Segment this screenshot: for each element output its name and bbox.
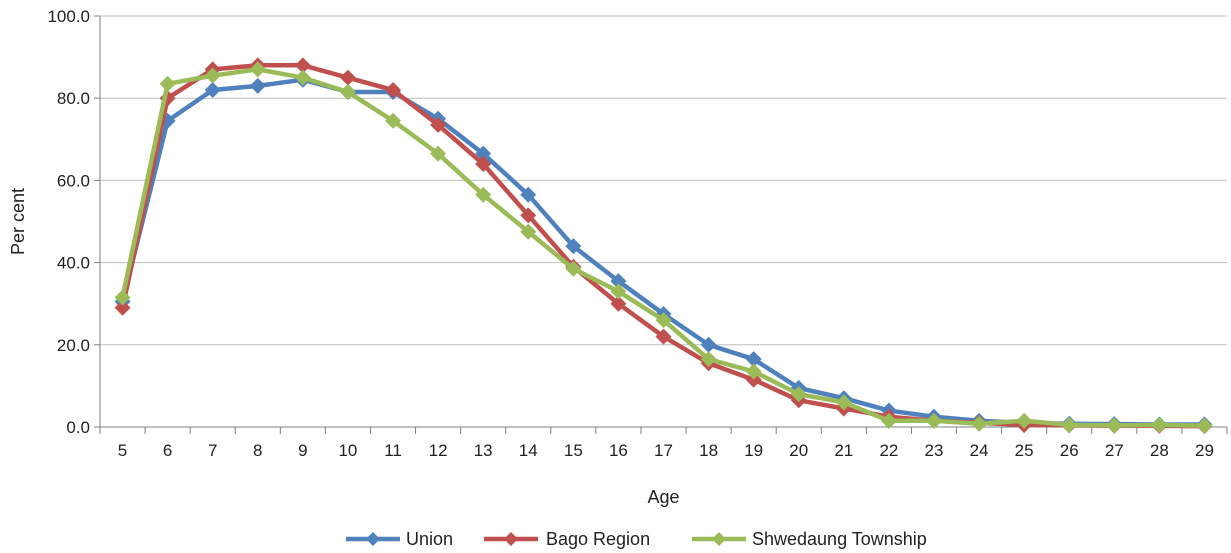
x-tick-label: 22 [879,441,898,460]
axes [94,15,1228,434]
data-point [565,260,582,277]
data-point [790,386,807,403]
data-point [475,155,492,172]
legend-swatch-marker [712,532,726,546]
x-tick-label: 12 [429,441,448,460]
data-point [610,273,627,290]
x-tick-label: 14 [519,441,538,460]
x-tick-label: 11 [384,441,402,460]
y-tick-label: 20.0 [57,336,90,355]
data-point [430,145,447,162]
legend: Union Bago Region Shwedaung Township [346,529,927,549]
x-tick-label: 19 [744,441,763,460]
series-lines [114,57,1213,435]
x-tick-label: 15 [564,441,583,460]
data-point [700,336,717,353]
legend-item: Union [346,529,453,549]
x-tick-label: 25 [1015,441,1034,460]
data-point [565,238,582,255]
x-tick-label: 28 [1150,441,1169,460]
series-union [114,71,1213,433]
x-tick-label: 24 [970,441,989,460]
data-point [610,295,627,312]
y-tick-label: 40.0 [57,254,90,273]
y-tick-label: 100.0 [47,7,90,26]
tick-labels: 0.0 20.0 40.0 60.0 80.0 100.0 5 6 7 8 9 10 11 12 13 14 1… [47,7,1213,460]
series-line [120,77,1207,427]
x-tick-label: 29 [1195,441,1214,460]
x-tick-label: 7 [208,441,217,460]
data-point [1016,412,1033,429]
x-tick-label: 16 [609,441,628,460]
data-point [700,351,717,368]
data-point [475,186,492,203]
y-tick-label: 0.0 [66,418,90,437]
x-tick-label: 9 [298,441,307,460]
x-tick-label: 20 [789,441,808,460]
data-point [339,84,356,101]
x-tick-label: 26 [1060,441,1079,460]
data-point [385,112,402,129]
data-point [385,81,402,98]
data-point [1061,416,1078,433]
data-point [159,75,176,92]
data-point [114,289,131,306]
data-point [835,394,852,411]
data-point [1106,417,1123,434]
legend-item: Bago Region [484,529,650,549]
data-point [745,351,762,368]
data-point [520,186,537,203]
data-point [655,328,672,345]
data-point [339,69,356,86]
grid-lines [100,15,1227,346]
data-point [249,61,266,78]
data-point [745,363,762,380]
x-tick-label: 10 [338,441,357,460]
legend-label: Bago Region [546,529,650,549]
x-tick-label: 17 [654,441,673,460]
data-point [971,415,988,432]
legend-swatch-marker [366,532,380,546]
y-tick-label: 80.0 [57,89,90,108]
legend-item: Shwedaung Township [692,529,927,549]
x-tick-label: 21 [834,441,853,460]
y-tick-label: 60.0 [57,171,90,190]
data-point [1151,416,1168,433]
x-axis-title: Age [647,487,679,507]
series-line [120,67,1207,429]
data-point [114,299,131,316]
data-point [430,116,447,133]
data-point [294,57,311,74]
data-point [294,69,311,86]
data-point [520,207,537,224]
data-point [925,412,942,429]
data-point [655,312,672,329]
series-bago-region [114,57,1213,435]
data-point [1196,417,1213,434]
legend-swatch-marker [504,532,518,546]
legend-label: Shwedaung Township [752,529,927,549]
x-tick-label: 23 [925,441,944,460]
data-point [610,283,627,300]
data-point [204,81,221,98]
y-axis-title: Per cent [8,188,28,255]
x-tick-label: 8 [253,441,262,460]
data-point [249,77,266,94]
series-line [120,63,1207,429]
data-point [520,223,537,240]
x-tick-label: 5 [118,441,127,460]
x-tick-label: 6 [163,441,172,460]
x-tick-label: 18 [699,441,718,460]
data-point [880,412,897,429]
data-point [204,67,221,84]
x-tick-label: 13 [474,441,493,460]
legend-label: Union [406,529,453,549]
series-shwedaung-township [114,61,1213,434]
x-tick-label: 27 [1105,441,1124,460]
